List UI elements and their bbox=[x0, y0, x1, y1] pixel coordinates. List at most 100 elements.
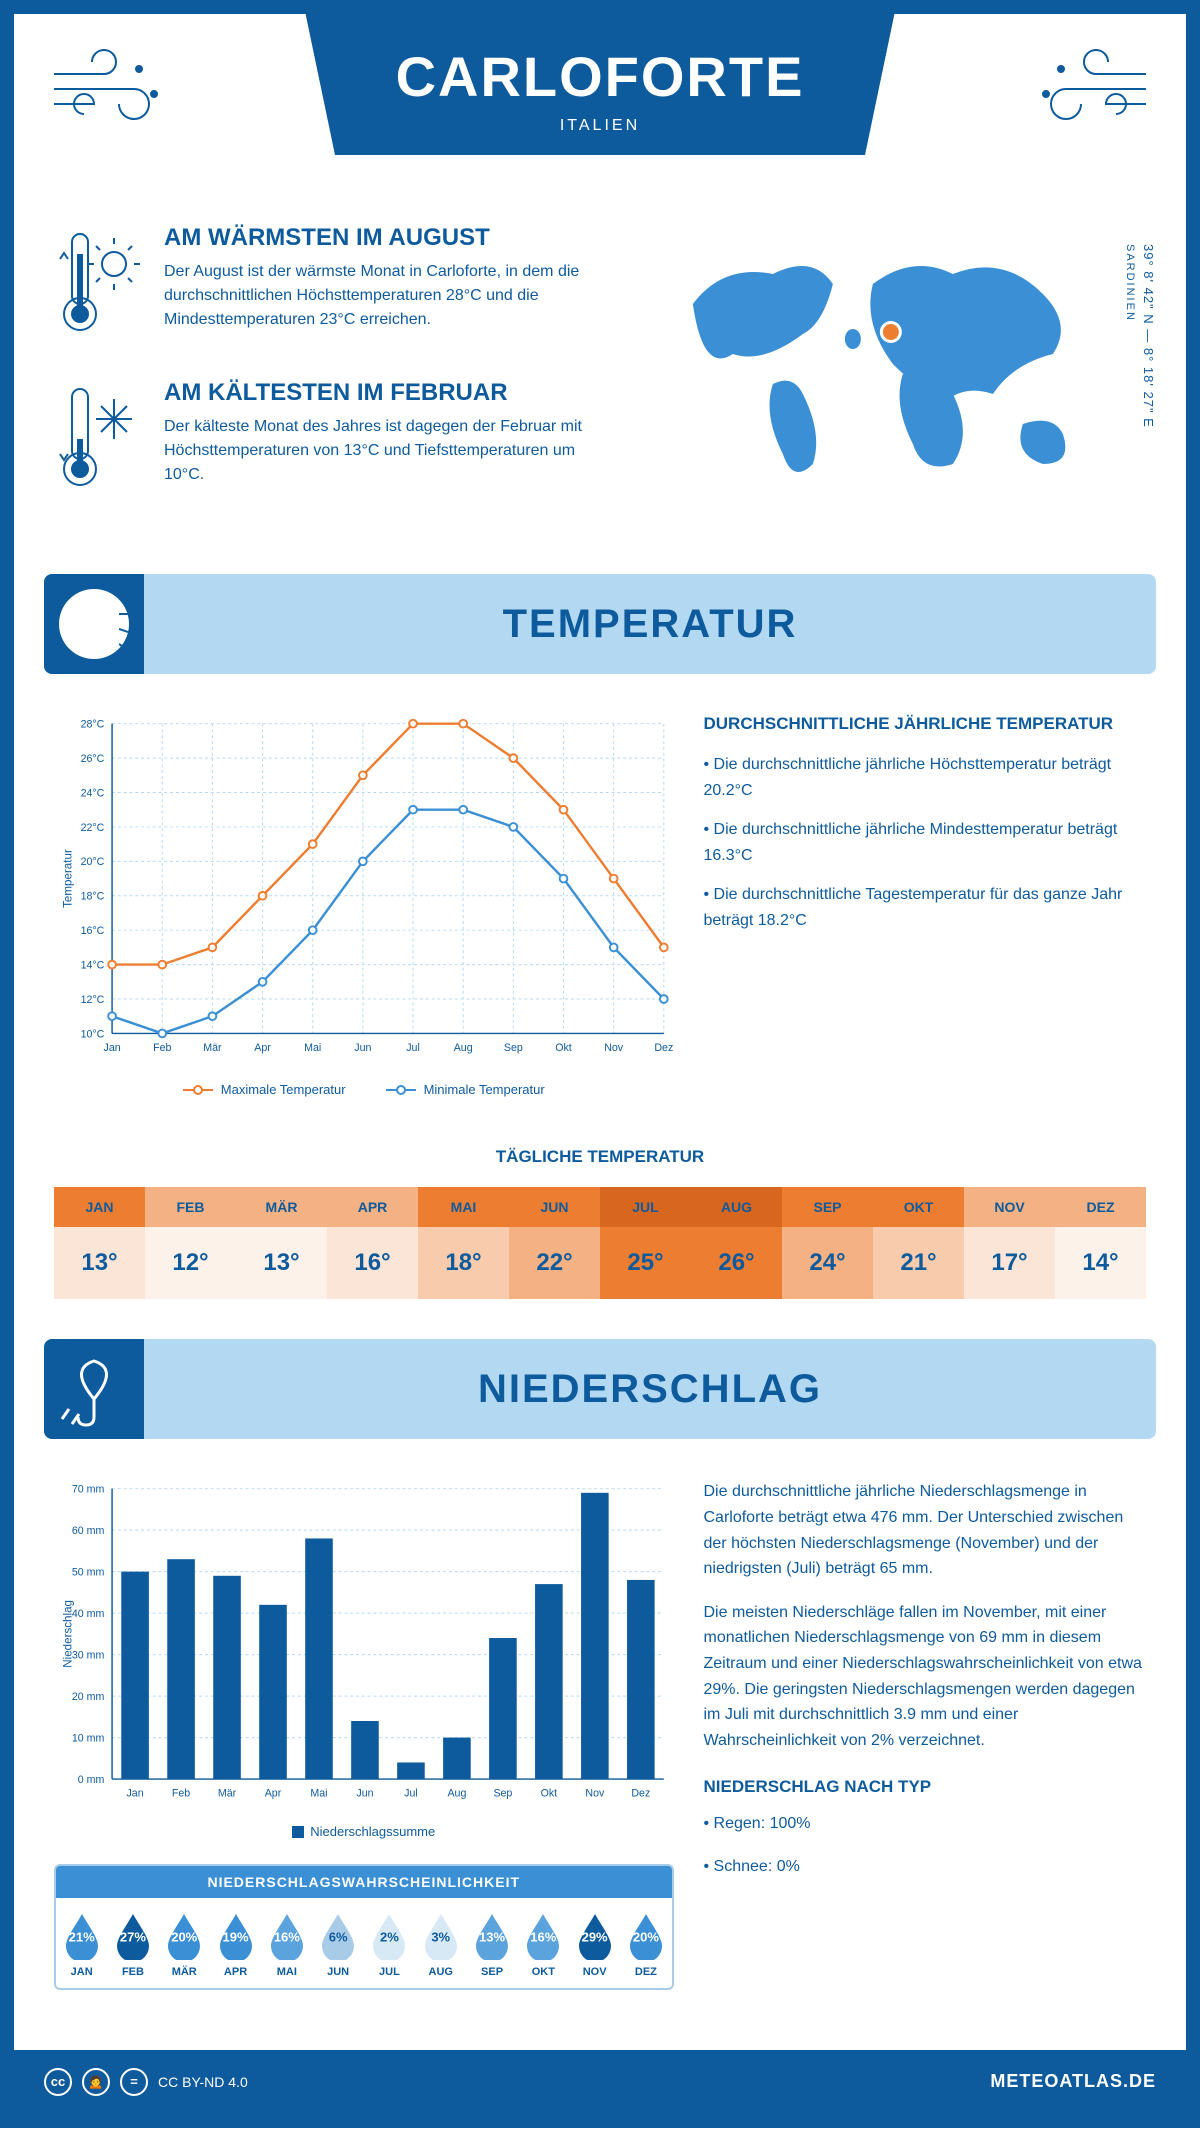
prob-cell: 16% MAI bbox=[261, 1898, 312, 1988]
footer: cc 🙍 = CC BY-ND 4.0 METEOATLAS.DE bbox=[14, 2050, 1186, 2114]
prob-cell: 21% JAN bbox=[56, 1898, 107, 1988]
svg-text:Feb: Feb bbox=[172, 1788, 190, 1800]
prob-cell: 20% DEZ bbox=[620, 1898, 671, 1988]
daily-col: MAI 18° bbox=[418, 1187, 509, 1299]
legend-max: Maximale Temperatur bbox=[221, 1082, 346, 1097]
daily-col: APR 16° bbox=[327, 1187, 418, 1299]
raindrop-icon: 21% bbox=[62, 1910, 102, 1960]
daily-col: JUN 22° bbox=[509, 1187, 600, 1299]
temp-bullet-1: • Die durchschnittliche jährliche Höchst… bbox=[704, 752, 1147, 803]
precip-snow: • Schnee: 0% bbox=[704, 1854, 1147, 1880]
section-title-precip: NIEDERSCHLAG bbox=[144, 1367, 1156, 1412]
svg-text:Okt: Okt bbox=[555, 1042, 572, 1054]
svg-text:Nov: Nov bbox=[585, 1788, 605, 1800]
svg-text:Jun: Jun bbox=[354, 1042, 371, 1054]
daily-col: FEB 12° bbox=[145, 1187, 236, 1299]
daily-col: JAN 13° bbox=[54, 1187, 145, 1299]
thermometer-snow-icon bbox=[54, 379, 144, 504]
raindrop-icon: 20% bbox=[626, 1910, 666, 1960]
svg-text:Okt: Okt bbox=[541, 1788, 558, 1800]
prob-cell: 16% OKT bbox=[518, 1898, 569, 1988]
svg-text:26°C: 26°C bbox=[81, 753, 105, 765]
precip-p2: Die meisten Niederschläge fallen im Nove… bbox=[704, 1600, 1147, 1754]
site-name: METEOATLAS.DE bbox=[990, 2071, 1156, 2092]
temp-bullet-3: • Die durchschnittliche Tagestemperatur … bbox=[704, 882, 1147, 933]
prob-cell: 20% MÄR bbox=[159, 1898, 210, 1988]
svg-text:16°C: 16°C bbox=[81, 925, 105, 937]
daily-col: AUG 26° bbox=[691, 1187, 782, 1299]
raindrop-icon: 6% bbox=[318, 1910, 358, 1960]
temp-legend: Maximale Temperatur Minimale Temperatur bbox=[54, 1082, 674, 1097]
precipitation-bar-chart: 0 mm10 mm20 mm30 mm40 mm50 mm60 mm70 mmJ… bbox=[54, 1479, 674, 1838]
page-title: CARLOFORTE bbox=[396, 44, 805, 109]
svg-text:Mai: Mai bbox=[310, 1788, 327, 1800]
prob-cell: 3% AUG bbox=[415, 1898, 466, 1988]
precip-rain: • Regen: 100% bbox=[704, 1811, 1147, 1837]
svg-text:60 mm: 60 mm bbox=[72, 1526, 105, 1538]
daily-col: JUL 25° bbox=[600, 1187, 691, 1299]
nd-icon: = bbox=[120, 2068, 148, 2096]
svg-text:Sep: Sep bbox=[493, 1788, 512, 1800]
daily-temp-title: TÄGLICHE TEMPERATUR bbox=[14, 1147, 1186, 1167]
svg-text:Aug: Aug bbox=[447, 1788, 466, 1800]
svg-text:Dez: Dez bbox=[631, 1788, 650, 1800]
daily-col: OKT 21° bbox=[873, 1187, 964, 1299]
intro-section: AM WÄRMSTEN IM AUGUST Der August ist der… bbox=[14, 194, 1186, 574]
svg-text:70 mm: 70 mm bbox=[72, 1484, 105, 1496]
svg-text:28°C: 28°C bbox=[81, 719, 105, 731]
raindrop-icon: 20% bbox=[164, 1910, 204, 1960]
fact-cold: AM KÄLTESTEN IM FEBRUAR Der kälteste Mon… bbox=[54, 379, 610, 504]
svg-text:Nov: Nov bbox=[604, 1042, 624, 1054]
region-label: SARDINIEN bbox=[1124, 244, 1136, 322]
section-title-temp: TEMPERATUR bbox=[144, 602, 1156, 647]
fact-warm: AM WÄRMSTEN IM AUGUST Der August ist der… bbox=[54, 224, 610, 349]
svg-text:30 mm: 30 mm bbox=[72, 1650, 105, 1662]
svg-text:10°C: 10°C bbox=[81, 1028, 105, 1040]
by-icon: 🙍 bbox=[82, 2068, 110, 2096]
prob-cell: 2% JUL bbox=[364, 1898, 415, 1988]
raindrop-icon: 27% bbox=[113, 1910, 153, 1960]
precip-legend: Niederschlagssumme bbox=[54, 1824, 674, 1839]
svg-text:Jun: Jun bbox=[356, 1788, 373, 1800]
daily-col: DEZ 14° bbox=[1055, 1187, 1146, 1299]
title-banner: CARLOFORTE ITALIEN bbox=[306, 14, 895, 155]
precip-probability-box: NIEDERSCHLAGSWAHRSCHEINLICHKEIT 21% JAN … bbox=[54, 1864, 674, 1990]
temperature-line-chart: 10°C12°C14°C16°C18°C20°C22°C24°C26°C28°C… bbox=[54, 714, 674, 1097]
prob-cell: 27% FEB bbox=[107, 1898, 158, 1988]
svg-text:20°C: 20°C bbox=[81, 856, 105, 868]
section-header-temp: TEMPERATUR bbox=[44, 574, 1156, 674]
coordinates: 39° 8' 42" N — 8° 18' 27" E bbox=[1141, 244, 1156, 428]
svg-text:Mai: Mai bbox=[304, 1042, 321, 1054]
svg-text:24°C: 24°C bbox=[81, 787, 105, 799]
wind-icon bbox=[44, 34, 174, 139]
daily-col: SEP 24° bbox=[782, 1187, 873, 1299]
raindrop-icon: 16% bbox=[267, 1910, 307, 1960]
prob-cell: 29% NOV bbox=[569, 1898, 620, 1988]
svg-text:Jan: Jan bbox=[104, 1042, 121, 1054]
temp-summary: DURCHSCHNITTLICHE JÄHRLICHE TEMPERATUR •… bbox=[704, 714, 1147, 1097]
svg-text:50 mm: 50 mm bbox=[72, 1567, 105, 1579]
cc-icon: cc bbox=[44, 2068, 72, 2096]
prob-cell: 13% SEP bbox=[466, 1898, 517, 1988]
svg-text:10 mm: 10 mm bbox=[72, 1733, 105, 1745]
license-text: CC BY-ND 4.0 bbox=[158, 2074, 248, 2090]
svg-text:Niederschlag: Niederschlag bbox=[61, 1600, 74, 1668]
svg-text:Sep: Sep bbox=[504, 1042, 523, 1054]
wind-icon bbox=[1026, 34, 1156, 139]
raindrop-icon: 19% bbox=[216, 1910, 256, 1960]
svg-text:Aug: Aug bbox=[454, 1042, 473, 1054]
precip-summary: Die durchschnittliche jährliche Niedersc… bbox=[704, 1479, 1147, 1989]
temp-bullet-2: • Die durchschnittliche jährliche Mindes… bbox=[704, 817, 1147, 868]
fact-cold-title: AM KÄLTESTEN IM FEBRUAR bbox=[164, 379, 610, 407]
svg-text:Jul: Jul bbox=[406, 1042, 420, 1054]
svg-text:Apr: Apr bbox=[254, 1042, 271, 1054]
svg-text:22°C: 22°C bbox=[81, 822, 105, 834]
daily-col: NOV 17° bbox=[964, 1187, 1055, 1299]
svg-text:Jul: Jul bbox=[404, 1788, 418, 1800]
svg-text:12°C: 12°C bbox=[81, 994, 105, 1006]
svg-text:18°C: 18°C bbox=[81, 891, 105, 903]
thermometer-sun-icon bbox=[54, 224, 144, 349]
legend-min: Minimale Temperatur bbox=[424, 1082, 545, 1097]
daily-temp-table: JAN 13° FEB 12° MÄR 13° APR 16° MAI 18° … bbox=[54, 1187, 1146, 1299]
fact-warm-title: AM WÄRMSTEN IM AUGUST bbox=[164, 224, 610, 252]
